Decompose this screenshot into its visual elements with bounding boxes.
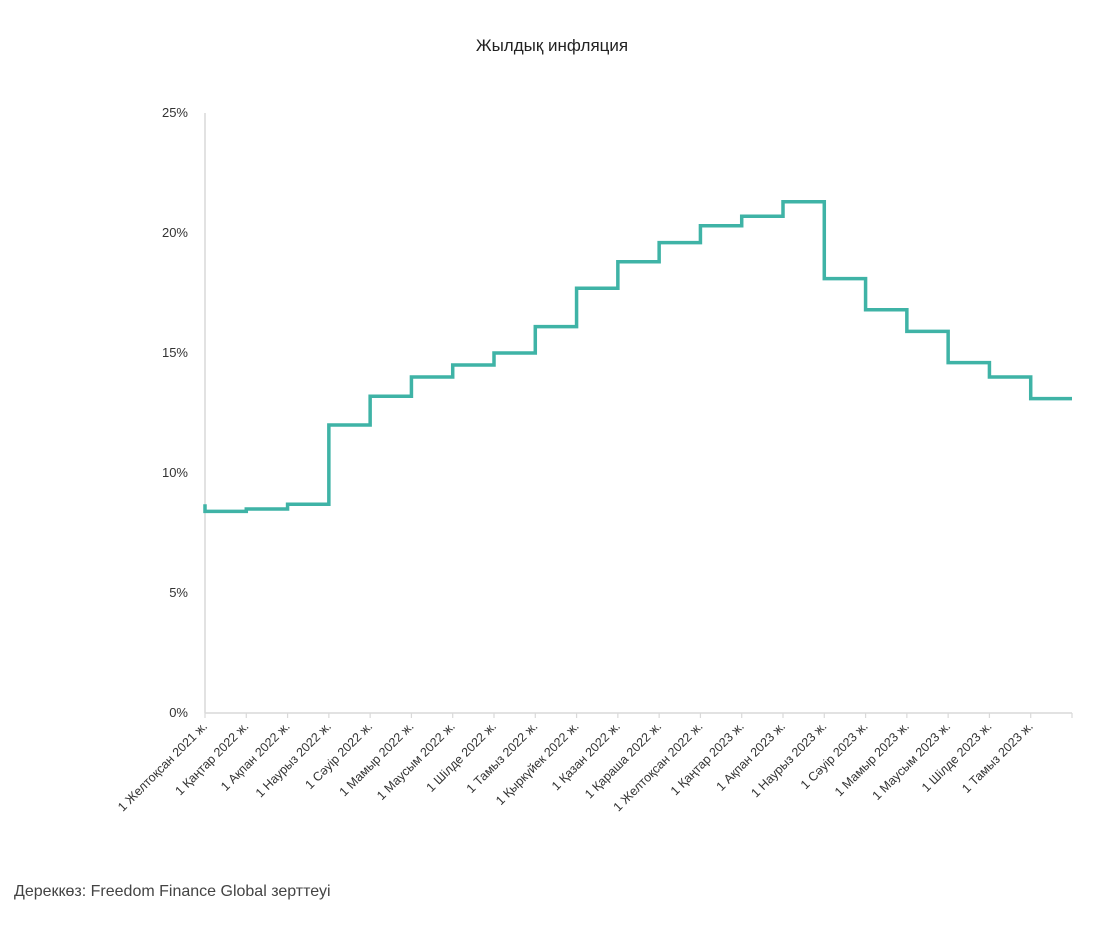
x-tick-label: 1 Наурыз 2023 ж. xyxy=(748,719,829,800)
chart-svg: 0% 5% 10% 15% 20% 25% 1 Желтоқсан 2021 ж.1 Қа… xyxy=(115,105,1073,814)
x-tick-label: 1 Наурыз 2022 ж. xyxy=(253,719,334,800)
x-tick-label: 1 Маусым 2022 ж. xyxy=(374,719,458,803)
source-note: Дереккөз: Freedom Finance Global зерттеу… xyxy=(14,883,331,900)
y-tick-label: 10% xyxy=(162,465,188,480)
x-tick-label: 1 Тамыз 2022 ж. xyxy=(464,719,541,796)
chart-area: Жылдық инфляция 0% 5% 10% 15% 20% 25% 1 Желто… xyxy=(115,36,1073,814)
y-tick-label: 25% xyxy=(162,105,188,120)
y-tick-label: 15% xyxy=(162,345,188,360)
x-tick-label: 1 Шілде 2023 ж. xyxy=(919,719,995,795)
inflation-step-line xyxy=(203,200,1072,514)
x-tick-label: 1 Мамыр 2022 ж. xyxy=(337,719,417,799)
x-tick-label: 1 Қаңтар 2022 ж. xyxy=(172,719,251,798)
y-tick-label: 5% xyxy=(169,585,188,600)
y-axis-ticks: 0% 5% 10% 15% 20% 25% xyxy=(162,105,188,720)
y-tick-label: 0% xyxy=(169,705,188,720)
chart-title: Жылдық инфляция xyxy=(475,36,629,55)
x-axis-ticks: 1 Желтоқсан 2021 ж.1 Қаңтар 2022 ж.1 Ақп… xyxy=(115,713,1073,814)
x-tick-label: 1 Шілде 2022 ж. xyxy=(424,719,500,795)
y-tick-label: 20% xyxy=(162,225,188,240)
x-tick-label: 1 Маусым 2023 ж. xyxy=(870,719,954,803)
chart-series xyxy=(203,200,1072,514)
x-tick-label: 1 Тамыз 2023 ж. xyxy=(959,719,1036,796)
x-tick-label: 1 Мамыр 2023 ж. xyxy=(832,719,912,799)
x-tick-label: 1 Қараша 2022 ж. xyxy=(582,719,664,801)
x-tick-label: 1 Қаңтар 2023 ж. xyxy=(668,719,747,798)
chart-axes xyxy=(204,113,1072,714)
